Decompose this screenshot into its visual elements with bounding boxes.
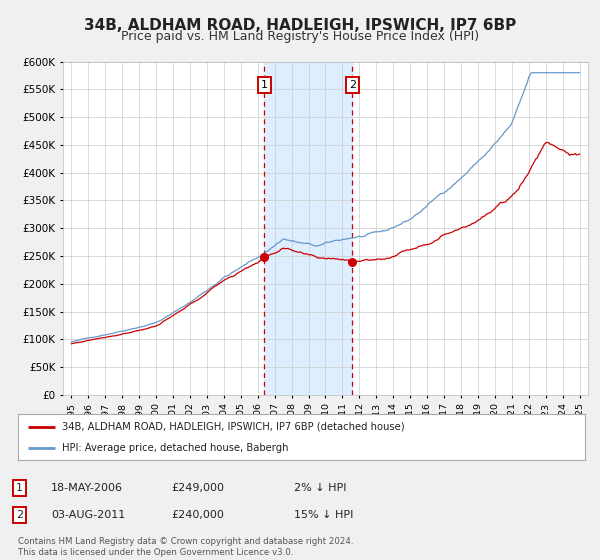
Text: 2: 2: [16, 510, 23, 520]
Text: £249,000: £249,000: [171, 483, 224, 493]
Text: Contains HM Land Registry data © Crown copyright and database right 2024.: Contains HM Land Registry data © Crown c…: [18, 537, 353, 546]
Text: £240,000: £240,000: [171, 510, 224, 520]
Text: 03-AUG-2011: 03-AUG-2011: [51, 510, 125, 520]
Bar: [264, 62, 352, 395]
Text: 2: 2: [349, 80, 356, 90]
Text: This data is licensed under the Open Government Licence v3.0.: This data is licensed under the Open Gov…: [18, 548, 293, 557]
Text: HPI: Average price, detached house, Babergh: HPI: Average price, detached house, Babe…: [62, 443, 289, 453]
Text: 34B, ALDHAM ROAD, HADLEIGH, IPSWICH, IP7 6BP: 34B, ALDHAM ROAD, HADLEIGH, IPSWICH, IP7…: [84, 18, 516, 33]
Text: 15% ↓ HPI: 15% ↓ HPI: [294, 510, 353, 520]
Text: 2% ↓ HPI: 2% ↓ HPI: [294, 483, 347, 493]
Text: Price paid vs. HM Land Registry's House Price Index (HPI): Price paid vs. HM Land Registry's House …: [121, 30, 479, 43]
Text: 34B, ALDHAM ROAD, HADLEIGH, IPSWICH, IP7 6BP (detached house): 34B, ALDHAM ROAD, HADLEIGH, IPSWICH, IP7…: [62, 422, 405, 432]
Text: 18-MAY-2006: 18-MAY-2006: [51, 483, 123, 493]
Text: 1: 1: [260, 80, 268, 90]
Text: 1: 1: [16, 483, 23, 493]
